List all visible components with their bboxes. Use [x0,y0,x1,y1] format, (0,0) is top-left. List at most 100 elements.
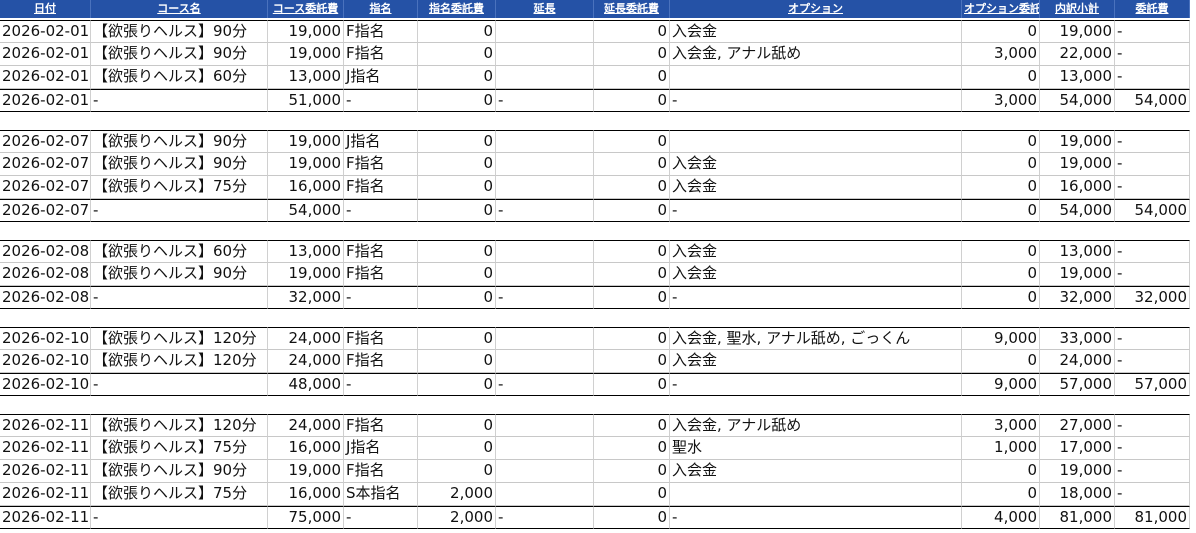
subtotal-cell: - [670,199,962,222]
table-cell: 0 [594,483,670,506]
table-cell: 0 [594,437,670,460]
column-header: 延長委託費 [594,0,670,18]
table-cell: 0 [418,20,496,43]
table-cell: 16,000 [268,437,344,460]
subtotal-cell: 48,000 [268,373,344,396]
subtotal-cell: 0 [594,506,670,529]
table-cell: 【欲張りヘルス】60分 [91,66,268,89]
table-cell: 33,000 [1040,327,1115,350]
table-cell: - [1115,414,1190,437]
table-cell: 0 [594,176,670,199]
subtotal-cell: 0 [594,199,670,222]
subtotal-cell: 3,000 [962,89,1040,112]
table-cell [496,350,594,373]
subtotal-cell: 0 [418,286,496,309]
table-cell: - [1115,460,1190,483]
subtotal-cell: - [670,506,962,529]
table-cell: 0 [962,66,1040,89]
table-cell: 2026-02-11 [0,483,91,506]
subtotal-cell: - [670,89,962,112]
table-cell: 22,000 [1040,43,1115,66]
table-cell: 0 [962,263,1040,286]
table-cell: - [1115,153,1190,176]
table-cell [496,263,594,286]
table-cell: 0 [962,20,1040,43]
table-cell: 2026-02-01 [0,20,91,43]
subtotal-cell: - [91,199,268,222]
table-cell: 13,000 [268,66,344,89]
subtotal-cell: 2,000 [418,506,496,529]
table-cell: 19,000 [268,263,344,286]
table-cell [496,327,594,350]
subtotal-cell: 2026-02-08 [0,286,91,309]
subtotal-cell: 0 [594,286,670,309]
table-cell: F指名 [344,327,418,350]
column-header: 指名委託費 [418,0,496,18]
table-cell: J指名 [344,437,418,460]
subtotal-cell: - [91,89,268,112]
table-cell: 0 [418,176,496,199]
table-cell: 【欲張りヘルス】120分 [91,327,268,350]
table-cell: 2026-02-10 [0,327,91,350]
table-cell: 0 [962,240,1040,263]
subtotal-cell: 2026-02-10 [0,373,91,396]
subtotal-cell: - [91,373,268,396]
table-cell: 16,000 [1040,176,1115,199]
table-cell: - [1115,263,1190,286]
table-cell: 0 [594,66,670,89]
subtotal-cell: 54,000 [1115,89,1190,112]
table-cell: 27,000 [1040,414,1115,437]
table-cell: 0 [594,20,670,43]
table-cell: 入会金, 聖水, アナル舐め, ごっくん [670,327,962,350]
subtotal-cell: - [91,506,268,529]
table-cell: F指名 [344,460,418,483]
table-cell: 17,000 [1040,437,1115,460]
subtotal-cell: 57,000 [1115,373,1190,396]
table-cell: 13,000 [268,240,344,263]
table-cell: J指名 [344,66,418,89]
table-cell: 入会金 [670,263,962,286]
subtotal-cell: - [670,373,962,396]
table-cell: 【欲張りヘルス】90分 [91,43,268,66]
table-cell [496,483,594,506]
table-cell [670,483,962,506]
table-cell: S本指名 [344,483,418,506]
table-cell: 19,000 [268,43,344,66]
table-cell: - [1115,43,1190,66]
table-cell: 入会金, アナル舐め [670,43,962,66]
table-cell: 13,000 [1040,240,1115,263]
table-cell: 24,000 [268,414,344,437]
table-cell: - [1115,176,1190,199]
table-cell [496,460,594,483]
table-cell: F指名 [344,153,418,176]
subtotal-cell: - [91,286,268,309]
subtotal-cell: - [344,286,418,309]
column-header: オプション [670,0,962,18]
table-cell: 2026-02-01 [0,43,91,66]
table-cell: 19,000 [1040,460,1115,483]
table-cell: 0 [594,263,670,286]
table-cell: 0 [418,350,496,373]
subtotal-cell: 54,000 [1040,199,1115,222]
subtotal-cell: - [344,89,418,112]
table-cell: 0 [594,130,670,153]
column-header: 委託費 [1115,0,1190,18]
table-cell: 2026-02-11 [0,414,91,437]
table-cell: 2026-02-11 [0,460,91,483]
subtotal-cell: 4,000 [962,506,1040,529]
subtotal-cell: 0 [962,199,1040,222]
column-header: オプション委託費 [962,0,1040,18]
subtotal-cell: - [496,286,594,309]
subtotal-cell: 9,000 [962,373,1040,396]
table-cell [496,130,594,153]
table-cell: 19,000 [268,153,344,176]
table-cell [496,153,594,176]
subtotal-cell: 32,000 [1115,286,1190,309]
subtotal-cell: - [344,506,418,529]
table-cell: 0 [962,460,1040,483]
column-header: コース委託費 [268,0,344,18]
subtotal-cell: 75,000 [268,506,344,529]
table-cell: 2026-02-08 [0,263,91,286]
subtotal-cell: 0 [418,199,496,222]
subtotal-cell: 0 [594,373,670,396]
